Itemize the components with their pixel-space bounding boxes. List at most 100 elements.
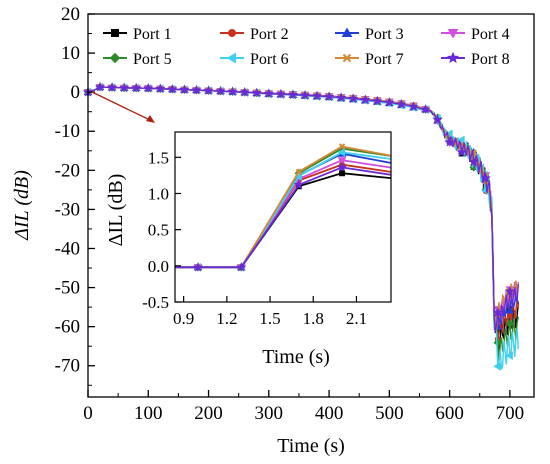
data-point [179,84,190,94]
data-point [191,84,202,95]
legend-label: Port 6 [250,51,289,68]
main-y-axis-title: ΔIL (dB) [11,170,33,241]
inset-y-tick-label: 1.0 [148,184,169,203]
legend-marker [111,29,119,37]
legend-item: Port 4 [441,26,510,43]
data-point [505,306,515,314]
inset-series-line [175,166,391,269]
data-point [457,135,465,145]
inset-series-port-8 [175,162,391,272]
legend-label: Port 3 [365,26,404,43]
main-y-tick-label: -60 [55,317,80,338]
data-point [420,104,431,114]
inset-x-tick-label: 1.8 [303,309,324,328]
main-x-tick-label: 200 [194,403,223,424]
legend-label: Port 8 [471,51,510,68]
data-point [336,92,347,102]
legend-marker [226,52,236,64]
data-point [167,83,178,94]
inset-y-axis-title: ΔIL (dB) [105,174,127,247]
legend-marker [447,29,459,39]
legend-marker [447,51,459,64]
data-point [203,85,214,95]
main-y-tick-label: -40 [55,238,80,259]
data-point [263,88,274,98]
data-point [492,307,503,317]
legend-marker [342,53,352,63]
inset-data-point [338,143,346,150]
inset-y-tick-label: 0.0 [148,257,169,276]
main-x-tick-label: 300 [255,403,284,424]
legend-label: Port 2 [250,26,289,43]
main-x-tick-label: 500 [375,403,404,424]
main-x-tick-label: 600 [435,403,464,424]
data-point [480,172,491,183]
legend-marker [228,29,236,37]
data-point [505,319,515,328]
main-x-tick-label: 400 [315,403,344,424]
data-point [299,89,311,100]
inset-background [175,132,391,302]
inset-data-point [295,168,303,175]
main-x-axis-title: Time (s) [277,435,345,457]
inset-data-point [294,171,302,181]
main-y-tick-label: -50 [55,278,80,299]
inset-x-tick-label: 2.1 [346,309,367,328]
data-point [468,156,479,166]
data-point [107,82,118,92]
legend-label: Port 7 [365,51,404,68]
legend-item: Port 2 [220,26,289,43]
legend-label: Port 1 [133,26,172,43]
inset-data-point [337,147,346,157]
data-point [251,87,262,98]
data-point [432,114,443,125]
data-point [227,86,238,96]
data-point [311,90,323,101]
data-point [384,97,395,107]
data-point [95,81,106,92]
data-point [408,101,419,111]
data-point [287,89,298,99]
inset-y-tick-label: 0.5 [148,221,169,240]
data-point [131,82,142,93]
data-point [493,362,501,371]
data-point [506,312,513,319]
legend-item: Port 3 [335,26,404,43]
data-point [360,94,371,105]
inset-x-tick-label: 1.2 [216,309,237,328]
legend-marker [341,27,353,37]
legend-item: Port 8 [441,51,510,68]
inset-data-point [293,179,304,190]
legend-item: Port 5 [103,51,172,68]
main-y-tick-label: -30 [55,199,80,220]
data-point [155,83,166,94]
inset-x-tick-label: 1.5 [259,309,280,328]
data-point [324,91,335,101]
data-point [396,98,407,109]
main-y-tick-label: -70 [55,356,80,377]
inset-data-point [337,162,348,172]
legend-item: Port 6 [220,51,289,68]
inset-x-axis-title: Time (s) [262,346,330,368]
data-point [119,82,130,93]
data-point [348,93,359,103]
main-y-tick-label: 10 [61,43,80,64]
main-x-tick-label: 700 [496,403,525,424]
legend-label: Port 5 [133,51,172,68]
inset-plot-frame [174,131,392,303]
inset-data-point [339,170,346,177]
data-point [504,286,515,296]
legend-label: Port 4 [471,26,510,43]
data-point [444,136,455,147]
main-y-tick-label: -20 [55,160,80,181]
main-y-tick-label: 0 [71,82,81,103]
main-y-tick-label: 20 [61,4,80,25]
legend-marker [109,52,121,64]
data-point [372,95,383,106]
data-point [143,82,154,93]
inset-y-tick-label: -0.5 [142,293,169,312]
legend-item: Port 1 [103,26,172,43]
data-point [239,86,250,97]
inset-y-tick-label: 1.5 [148,148,169,167]
